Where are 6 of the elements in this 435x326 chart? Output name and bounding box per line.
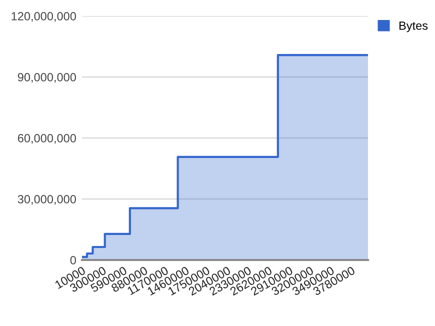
- y-tick-label: 120,000,000: [12, 12, 76, 22]
- y-tick-label: 0: [70, 256, 76, 264]
- y-tick-label: 30,000,000: [18, 195, 76, 205]
- y-tick-label: 60,000,000: [18, 134, 76, 144]
- y-tick-label: 90,000,000: [18, 73, 76, 83]
- legend-label: Bytes: [399, 22, 428, 32]
